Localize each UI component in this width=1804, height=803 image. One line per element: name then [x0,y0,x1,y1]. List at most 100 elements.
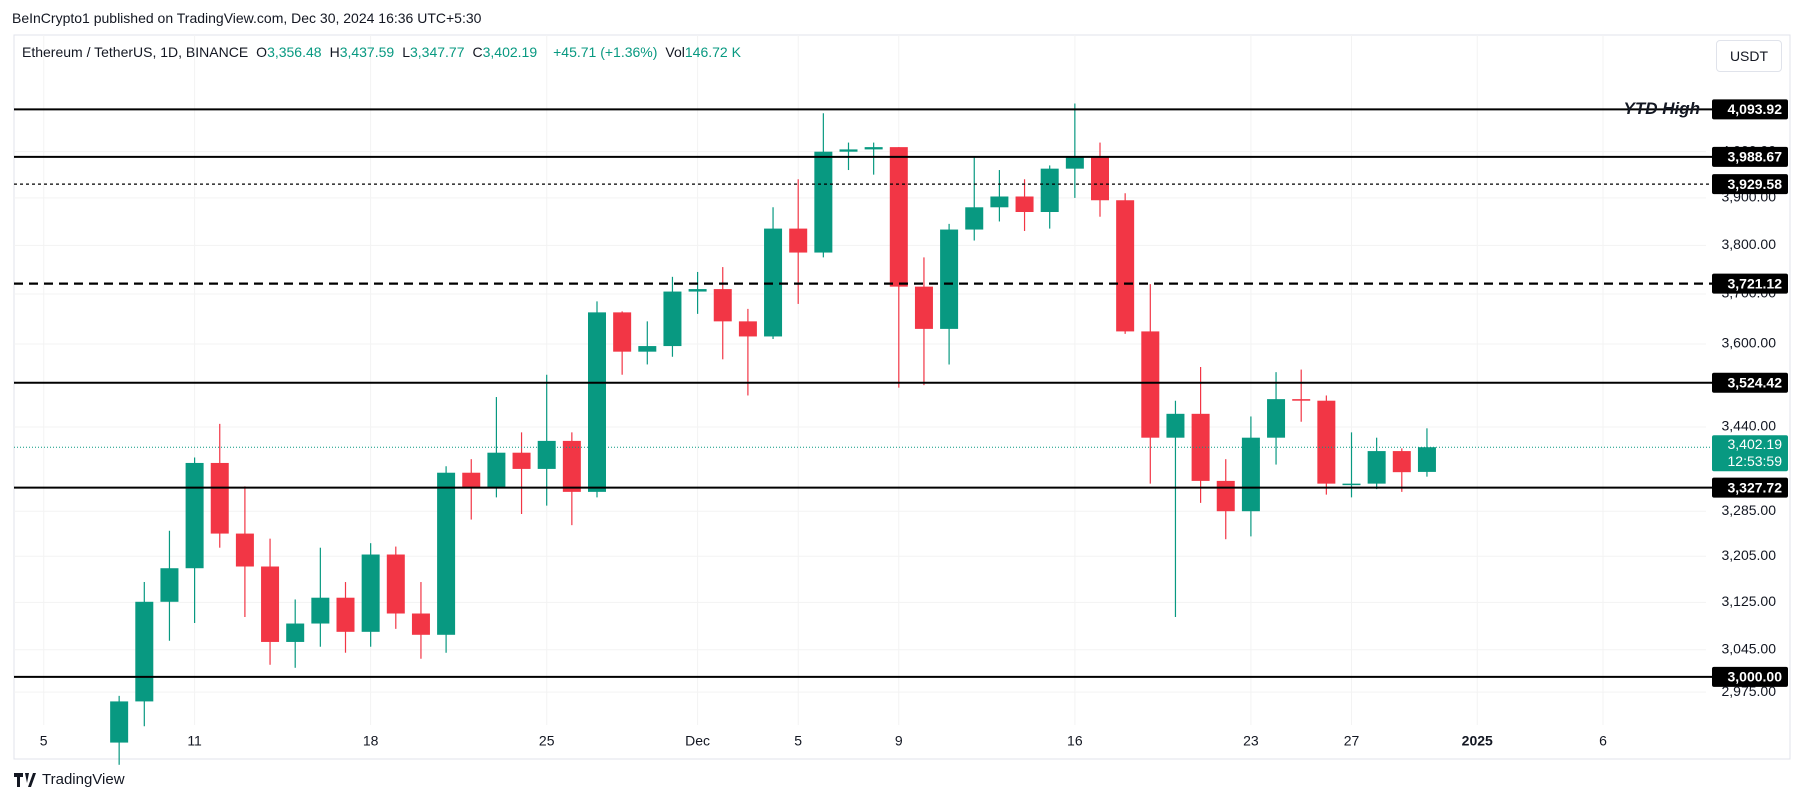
candle-body [462,472,481,489]
chart-frame [13,34,1791,760]
candle-body [437,472,456,635]
candle-body [537,440,556,469]
change: +45.71 (+1.36%) [553,44,658,60]
level-box [1712,372,1788,393]
ohlc-value: 3,347.77 [409,44,465,60]
x-tick-label: 5 [794,733,802,749]
ohlc-value: 3,437.59 [339,44,395,60]
candle-body [261,566,280,642]
ohlc-item: O3,356.48 [256,44,321,60]
candle-body [1241,437,1260,512]
level-box [1712,146,1788,167]
level-label: 3,000.00 [1728,669,1783,685]
candle-body [311,597,330,624]
candle-body [789,228,808,253]
ohlc: O3,356.48 H3,437.59 L3,347.77 C3,402.19 [256,44,545,60]
candle-body [336,597,355,632]
candle-body [1216,480,1235,512]
candle-body [764,228,783,337]
y-tick-label: 3,800.00 [1722,236,1777,252]
level-box [1712,477,1788,498]
candle-body [562,440,581,492]
candle-body [135,601,154,702]
candle-body [1267,399,1286,438]
candle-body [512,452,531,469]
x-tick-label: 25 [539,733,555,749]
candle-body [1065,157,1084,169]
candle-body [940,229,959,329]
candle-body [814,151,833,253]
published-note: BeInCrypto1 published on TradingView.com… [12,10,482,26]
x-tick-label: 16 [1067,733,1083,749]
ohlc-key: L [402,44,410,60]
candle-body [160,568,179,602]
y-tick-label: 3,285.00 [1722,502,1777,518]
ohlc-value: 3,402.19 [482,44,538,60]
ohlc-value: 3,356.48 [267,44,322,60]
x-tick-label: 6 [1599,733,1607,749]
y-tick-label: 3,440.00 [1722,418,1777,434]
volume-key: Vol [665,44,685,60]
candle-body [1040,168,1059,213]
volume-value: 146.72 K [684,44,741,60]
candle-body [386,554,405,614]
candle-body [110,701,129,743]
candle-body [1091,157,1109,201]
y-tick-label: 3,205.00 [1722,547,1777,563]
candle-body [688,289,707,292]
symbol: Ethereum / TetherUS, 1D, BINANCE [22,44,249,60]
candle-body [638,346,657,352]
level-label: 3,929.58 [1728,176,1783,192]
level-box [1712,666,1788,687]
candle-body [839,149,858,152]
candle-body [864,147,883,150]
level-label: 3,988.67 [1728,149,1783,165]
brand: TradingView [42,771,125,788]
y-tick-label: 3,045.00 [1722,640,1777,656]
x-tick-label: 27 [1344,733,1360,749]
candle-body [588,312,606,492]
ohlc-key: O [256,44,268,60]
candle-body [361,554,380,632]
candle-body [1166,413,1185,438]
candle-body [713,289,732,322]
level-label: 4,093.92 [1728,101,1783,117]
candle-body [1191,413,1210,481]
candle-body [1417,447,1436,472]
candle-body [235,533,254,567]
x-tick-label: 5 [40,733,48,749]
candle-body [613,312,632,352]
candle-body [1292,399,1311,401]
last-price-box [1712,435,1788,472]
level-box [1712,174,1788,195]
level-label: 3,524.42 [1728,374,1783,390]
currency-button[interactable]: USDT [1716,40,1782,72]
candle-body [1116,200,1135,332]
candle-body [487,452,506,489]
candle-body [1367,451,1386,484]
candle-body [1015,196,1034,213]
y-tick-label: 3,125.00 [1722,593,1777,609]
candle-body [965,207,984,230]
ohlc-item: L3,347.77 [402,44,464,60]
candle-body [210,462,229,534]
candle-body [1317,400,1336,484]
ohlc-item: H3,437.59 [330,44,395,60]
candle-body [1141,331,1160,438]
x-tick-label: 11 [187,733,202,749]
x-tick-label: 9 [895,733,903,749]
candle-body [286,623,305,642]
level-label: 3,327.72 [1728,479,1783,495]
x-tick-label: Dec [685,733,710,749]
y-tick-label: 3,600.00 [1722,335,1777,351]
ohlc-item: C3,402.19 [472,44,537,60]
level-label: 3,721.12 [1728,275,1783,291]
footer: TradingView [14,771,125,788]
level-box [1712,273,1788,294]
last-price-label: 3,402.19 [1728,436,1783,452]
candle-body [1392,451,1411,473]
candle-body [990,196,1009,208]
logo [14,772,36,787]
